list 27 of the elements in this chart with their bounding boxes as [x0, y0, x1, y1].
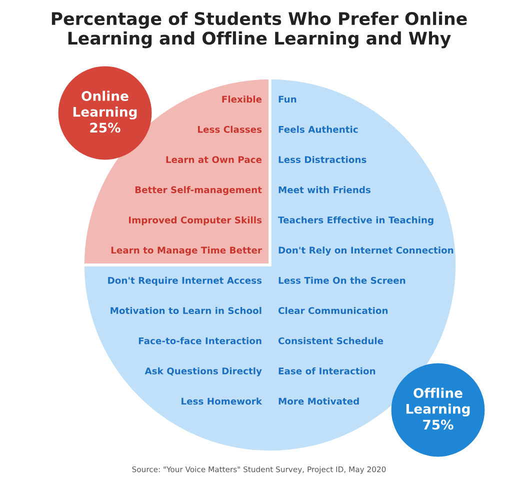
text: Flexible	[222, 96, 262, 103]
text: More Motivated	[278, 398, 359, 405]
text: Less Homework	[182, 398, 262, 405]
data-label: 75%	[423, 420, 454, 430]
text: Meet with Friends	[278, 186, 371, 194]
text: Fun	[278, 96, 296, 103]
text: Better Self-management	[135, 186, 262, 196]
text: Learn to Manage Time Better	[111, 246, 262, 256]
chart-title: Percentage of Students Who Prefer Online Learning and Offline Learning and Why	[52, 12, 467, 48]
text: Clear Communication	[278, 306, 388, 314]
text: Less Distractions	[278, 156, 366, 164]
slice-label: Online Learning	[73, 90, 137, 120]
text: Less Time On the Screen	[278, 276, 406, 284]
text: Improved Computer Skills	[129, 216, 262, 226]
text: Teachers Effective in Teaching	[278, 216, 434, 226]
text: Don't Rely on Internet Connection	[278, 246, 454, 256]
text: Don't Require Internet Access	[108, 276, 262, 286]
data-label: 25%	[90, 122, 120, 133]
text: Less Classes	[198, 126, 262, 133]
text: Motivation to Learn in School	[110, 306, 262, 314]
text: Learn at Own Pace	[166, 156, 262, 164]
text: Ease of Interaction	[278, 367, 376, 374]
text: Face-to-face Interaction	[138, 337, 262, 344]
text: Consistent Schedule	[278, 337, 384, 344]
text: Ask Questions Directly	[144, 367, 262, 376]
text: Feels Authentic	[278, 126, 358, 133]
slice-label: Offline Learning	[406, 388, 470, 416]
